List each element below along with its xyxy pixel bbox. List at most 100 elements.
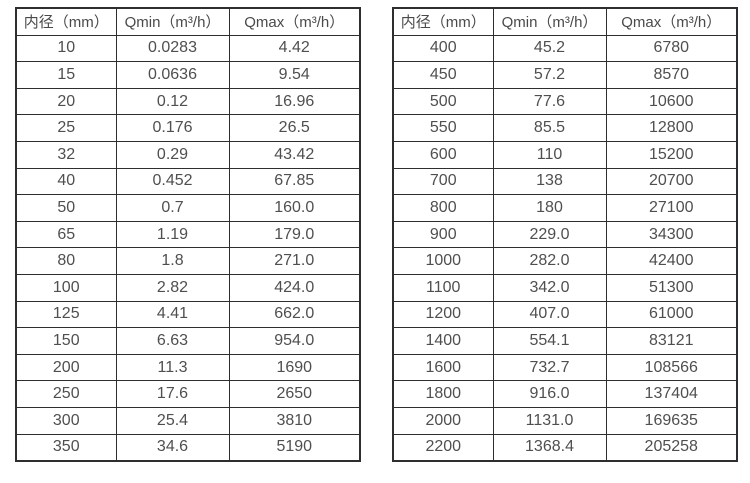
table-cell: 100 [15, 273, 117, 302]
table-row: 32 0.29 43.42 [15, 140, 361, 169]
table-cell: 407.0 [492, 300, 607, 329]
table-cell: 34.6 [115, 433, 230, 462]
table-cell: 1800 [392, 380, 494, 408]
table-cell: 300 [15, 406, 117, 435]
table-cell: 1.8 [115, 247, 230, 275]
table-cell: 11.3 [115, 353, 230, 382]
table-cell: 900 [392, 220, 494, 249]
table-cell: 732.7 [492, 353, 607, 382]
table-row: 15 0.0636 9.54 [15, 61, 361, 89]
table-cell: 160.0 [228, 194, 361, 222]
table-cell: 137404 [605, 380, 738, 408]
table-cell: 271.0 [228, 247, 361, 275]
table-cell: 32 [15, 140, 117, 169]
table-cell: 26.5 [228, 114, 361, 142]
table-body: 400 45.2 6780 450 57.2 8570 500 77.6 10600 550 85.… [392, 34, 738, 462]
table-cell: 424.0 [228, 273, 361, 302]
table-cell: 34300 [605, 220, 738, 249]
table-cell: 1690 [228, 353, 361, 382]
table-cell: 65 [15, 220, 117, 249]
table-row: 65 1.19 179.0 [15, 220, 361, 249]
table-cell: 45.2 [492, 34, 607, 63]
table-cell: 2200 [392, 433, 494, 462]
table-cell: 0.176 [115, 114, 230, 142]
table-cell: 15 [15, 61, 117, 89]
table-cell: 83121 [605, 327, 738, 355]
table-cell: 550 [392, 114, 494, 142]
table-cell: 6.63 [115, 327, 230, 355]
table-row: 350 34.6 5190 [15, 433, 361, 462]
table-row: 1000 282.0 42400 [392, 247, 738, 275]
table-cell: 229.0 [492, 220, 607, 249]
table-row: 800 180 27100 [392, 194, 738, 222]
column-header-qmin: Qmin（m³/h） [115, 7, 230, 36]
table-cell: 3810 [228, 406, 361, 435]
table-row: 10 0.0283 4.42 [15, 34, 361, 63]
table-cell: 600 [392, 140, 494, 169]
table-cell: 25.4 [115, 406, 230, 435]
table-cell: 0.12 [115, 87, 230, 116]
flow-rate-table-large-diameters: 内径（mm） Qmin（m³/h） Qmax（m³/h） 400 45.2 6780… [392, 7, 738, 463]
table-cell: 0.0636 [115, 61, 230, 89]
table-cell: 954.0 [228, 327, 361, 355]
table-cell: 80 [15, 247, 117, 275]
table-row: 450 57.2 8570 [392, 61, 738, 89]
table-cell: 205258 [605, 433, 738, 462]
table-cell: 450 [392, 61, 494, 89]
table-cell: 77.6 [492, 87, 607, 116]
table-cell: 2650 [228, 380, 361, 408]
table-cell: 2.82 [115, 273, 230, 302]
table-cell: 662.0 [228, 300, 361, 329]
table-cell: 1200 [392, 300, 494, 329]
column-header-diameter: 内径（mm） [15, 7, 117, 36]
table-cell: 40 [15, 167, 117, 196]
table-cell: 9.54 [228, 61, 361, 89]
table-row: 25 0.176 26.5 [15, 114, 361, 142]
table-row: 125 4.41 662.0 [15, 300, 361, 329]
table-cell: 282.0 [492, 247, 607, 275]
table-cell: 700 [392, 167, 494, 196]
table-cell: 0.452 [115, 167, 230, 196]
table-row: 1800 916.0 137404 [392, 380, 738, 408]
table-cell: 150 [15, 327, 117, 355]
table-row: 1600 732.7 108566 [392, 353, 738, 382]
column-header-diameter: 内径（mm） [392, 7, 494, 36]
table-cell: 6780 [605, 34, 738, 63]
column-header-qmax: Qmax（m³/h） [605, 7, 738, 36]
table-row: 2200 1368.4 205258 [392, 433, 738, 462]
table-cell: 350 [15, 433, 117, 462]
table-cell: 179.0 [228, 220, 361, 249]
flow-rate-tables-container: 内径（mm） Qmin（m³/h） Qmax（m³/h） 10 0.0283 4.4… [15, 7, 738, 463]
table-body: 10 0.0283 4.42 15 0.0636 9.54 20 0.12 16.96 25 0.1… [15, 34, 361, 462]
table-row: 250 17.6 2650 [15, 380, 361, 408]
table-row: 40 0.452 67.85 [15, 167, 361, 196]
table-cell: 67.85 [228, 167, 361, 196]
table-cell: 16.96 [228, 87, 361, 116]
table-cell: 4.41 [115, 300, 230, 329]
table-cell: 8570 [605, 61, 738, 89]
table-cell: 180 [492, 194, 607, 222]
table-cell: 0.29 [115, 140, 230, 169]
table-cell: 1100 [392, 273, 494, 302]
table-cell: 85.5 [492, 114, 607, 142]
table-cell: 12800 [605, 114, 738, 142]
table-cell: 1.19 [115, 220, 230, 249]
table-row: 900 229.0 34300 [392, 220, 738, 249]
column-header-qmax: Qmax（m³/h） [228, 7, 361, 36]
table-cell: 51300 [605, 273, 738, 302]
table-cell: 0.0283 [115, 34, 230, 63]
table-cell: 0.7 [115, 194, 230, 222]
table-cell: 15200 [605, 140, 738, 169]
table-cell: 10 [15, 34, 117, 63]
table-cell: 108566 [605, 353, 738, 382]
table-cell: 342.0 [492, 273, 607, 302]
table-row: 400 45.2 6780 [392, 34, 738, 63]
table-header: 内径（mm） Qmin（m³/h） Qmax（m³/h） [392, 7, 738, 36]
header-row: 内径（mm） Qmin（m³/h） Qmax（m³/h） [392, 7, 738, 36]
column-header-qmin: Qmin（m³/h） [492, 7, 607, 36]
table-cell: 43.42 [228, 140, 361, 169]
table-row: 1400 554.1 83121 [392, 327, 738, 355]
table-row: 300 25.4 3810 [15, 406, 361, 435]
table-cell: 1600 [392, 353, 494, 382]
table-row: 100 2.82 424.0 [15, 273, 361, 302]
